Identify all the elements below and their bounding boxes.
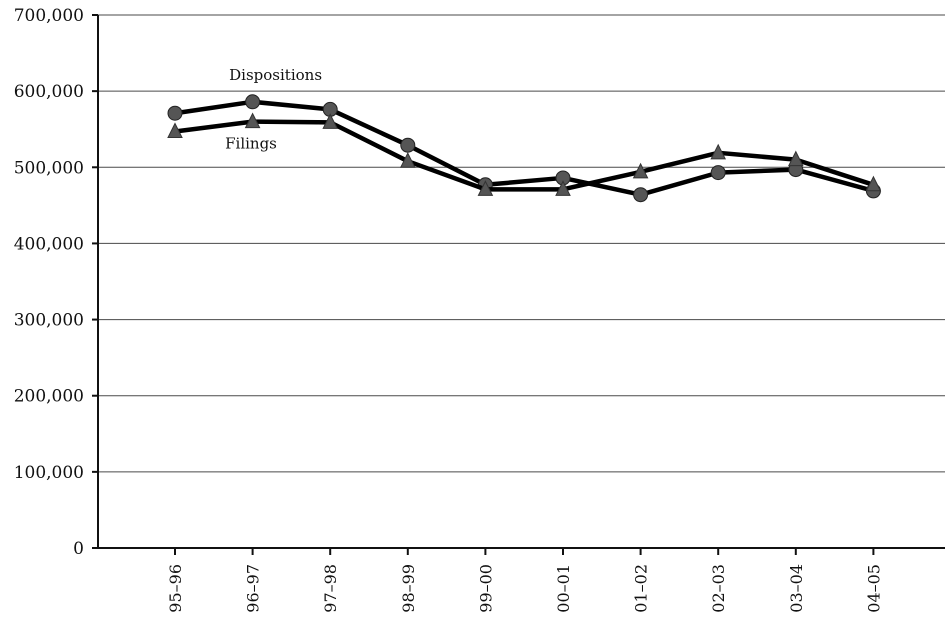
data-point-filings bbox=[865, 175, 882, 192]
data-point-filings bbox=[710, 143, 727, 160]
data-point-dispositions bbox=[245, 94, 261, 110]
x-tick-label: 98–99 bbox=[399, 564, 418, 613]
x-tick-label: 00–01 bbox=[554, 564, 573, 613]
series-dispositions bbox=[167, 94, 881, 203]
y-tick-label: 600,000 bbox=[14, 82, 84, 102]
series-label-filings: Filings bbox=[225, 135, 277, 153]
x-tick-label: 04–05 bbox=[864, 564, 883, 613]
data-point-filings bbox=[399, 152, 416, 168]
series-line-filings bbox=[174, 119, 875, 192]
y-tick-label: 500,000 bbox=[14, 158, 84, 178]
y-tick-label: 400,000 bbox=[14, 234, 84, 254]
x-tick-label: 01–02 bbox=[632, 564, 651, 613]
data-point-dispositions bbox=[710, 165, 726, 181]
x-axis-ticks: 95–96 96–97 97–98 98–99 99–00 00–01 01–02 02–03… bbox=[166, 548, 883, 613]
y-tick-label: 700,000 bbox=[14, 6, 84, 26]
data-point-dispositions bbox=[400, 137, 416, 153]
data-point-dispositions bbox=[167, 105, 183, 121]
series-label-dispositions: Dispositions bbox=[229, 66, 322, 84]
series-line-dispositions bbox=[174, 99, 874, 197]
x-tick-label: 02–03 bbox=[709, 564, 728, 613]
y-tick-label: 100,000 bbox=[14, 463, 84, 483]
y-axis-ticks: 0 100,000 200,000 300,000 400,000 500,000 600,… bbox=[14, 6, 98, 559]
data-point-filings bbox=[322, 113, 339, 129]
x-tick-label: 95–96 bbox=[166, 564, 185, 613]
x-tick-label: 96–97 bbox=[244, 564, 263, 613]
y-tick-label: 200,000 bbox=[14, 387, 84, 407]
data-point-filings bbox=[632, 162, 649, 179]
data-point-filings bbox=[477, 180, 494, 196]
gridlines bbox=[98, 14, 945, 473]
x-tick-label: 97–98 bbox=[321, 564, 340, 613]
y-tick-label: 0 bbox=[73, 539, 84, 559]
y-tick-label: 300,000 bbox=[14, 311, 84, 331]
data-point-dispositions bbox=[633, 187, 649, 203]
data-point-filings bbox=[787, 150, 804, 167]
data-point-filings bbox=[167, 122, 183, 138]
data-point-filings bbox=[555, 180, 571, 196]
x-tick-label: 03–04 bbox=[787, 564, 806, 613]
x-tick-label: 99–00 bbox=[476, 564, 495, 613]
series bbox=[167, 94, 882, 203]
data-point-filings bbox=[244, 112, 261, 129]
series-filings bbox=[167, 112, 882, 196]
